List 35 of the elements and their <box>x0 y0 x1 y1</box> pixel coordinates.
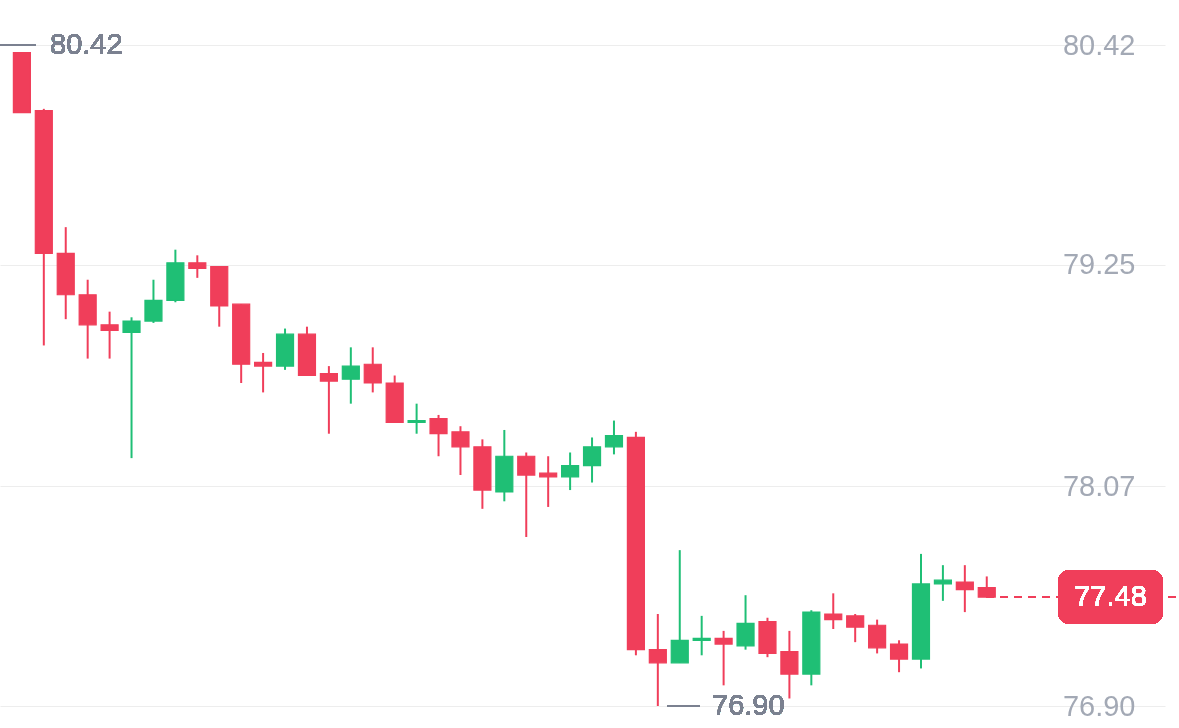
candlestick <box>933 564 952 602</box>
y-tick-label: 79.25 <box>1062 248 1136 281</box>
candlestick <box>407 402 426 435</box>
y-tick-label: 78.07 <box>1062 469 1136 502</box>
candlestick <box>736 594 755 651</box>
candlestick <box>188 254 207 279</box>
candlestick <box>692 614 711 657</box>
candlestick <box>846 612 865 644</box>
candlestick <box>100 310 119 360</box>
candlestick <box>889 639 909 674</box>
candlestick <box>604 419 624 456</box>
candlestick <box>561 451 580 492</box>
ref-line-label: 77.48 <box>1074 580 1147 613</box>
candlestick <box>539 455 558 508</box>
candlestick <box>868 618 887 655</box>
y-tick-label: 76.90 <box>1062 689 1136 722</box>
candlestick <box>648 612 667 707</box>
candlestick <box>582 436 602 484</box>
candlestick <box>977 575 996 599</box>
annotation: 76.90 <box>712 689 785 721</box>
candlestick <box>319 365 338 435</box>
candlestick <box>144 278 163 324</box>
candlestick <box>955 564 974 614</box>
candlestick <box>254 351 273 394</box>
y-tick-label: 80.42 <box>1062 28 1136 61</box>
candlestick <box>451 425 470 477</box>
candlestick <box>341 346 360 405</box>
candlestick <box>517 451 536 538</box>
candlestick <box>122 316 141 460</box>
candlestick <box>824 592 843 631</box>
candlestick <box>363 346 382 394</box>
candlestick <box>670 549 689 664</box>
candlestick <box>714 629 733 687</box>
candlestick <box>429 413 448 458</box>
annotation: 80.42 <box>50 28 123 60</box>
